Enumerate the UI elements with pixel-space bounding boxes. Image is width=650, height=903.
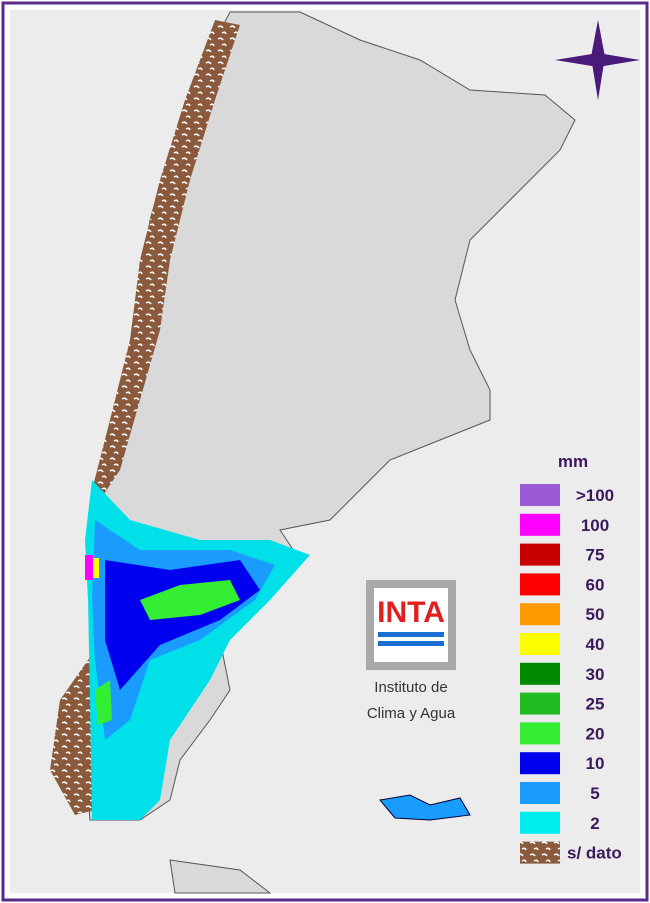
logo-text: Instituto de (374, 679, 447, 696)
logo-line (378, 632, 444, 637)
legend-swatch (520, 782, 560, 804)
logo-inner (374, 588, 448, 662)
legend-label: 40 (586, 635, 605, 654)
islands (379, 794, 471, 821)
legend: mm >100 100 75 60 50 40 30 25 20 10 5 2 s/ dato (520, 452, 622, 864)
logo-name: INTA (377, 596, 445, 629)
legend-label: 2 (590, 814, 599, 833)
logo-line (378, 641, 444, 646)
legend-swatch (520, 811, 560, 834)
legend-label: 25 (586, 695, 605, 714)
legend-swatch (520, 573, 560, 596)
legend-label: 100 (581, 516, 609, 535)
legend-swatch (520, 543, 560, 566)
legend-label: 20 (586, 724, 605, 743)
legend-label: 10 (586, 754, 605, 773)
legend-swatch (520, 841, 560, 864)
rain-area (140, 580, 240, 620)
legend-swatch (520, 692, 560, 715)
legend-swatch (520, 603, 560, 626)
legend-title: mm (558, 452, 588, 471)
tierra-del-fuego (169, 859, 272, 894)
rain-area (93, 558, 99, 578)
legend-label: >100 (576, 486, 614, 505)
logo-text: Clima y Agua (367, 705, 456, 722)
legend-label: 75 (586, 546, 605, 565)
legend-swatch (520, 513, 560, 536)
compass (555, 20, 640, 100)
legend-label: 30 (586, 665, 605, 684)
legend-label: s/ dato (567, 844, 622, 863)
legend-label: 50 (586, 605, 605, 624)
legend-swatch (520, 633, 560, 655)
rain-area (85, 555, 93, 580)
legend-label: 60 (586, 575, 605, 594)
legend-swatch (520, 752, 560, 775)
legend-swatch (520, 484, 560, 506)
legend-swatch (520, 662, 560, 685)
legend-label: 5 (590, 784, 599, 803)
rain-area (95, 680, 112, 725)
legend-swatch (520, 722, 560, 745)
no-data-area (92, 20, 240, 500)
